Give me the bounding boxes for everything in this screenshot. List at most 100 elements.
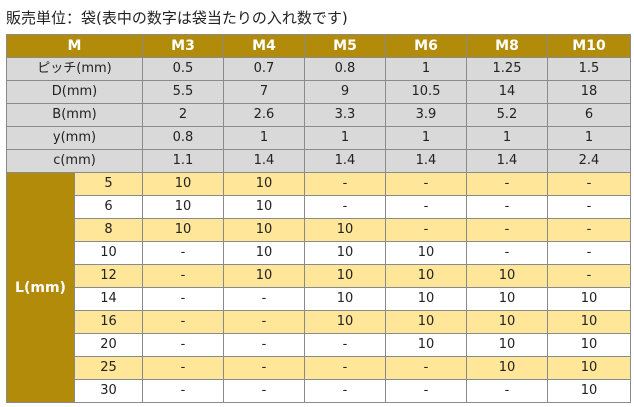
quantity-cell: 10 bbox=[304, 264, 386, 288]
length-value: 12 bbox=[74, 264, 143, 288]
property-value: 1.4 bbox=[466, 149, 548, 173]
quantity-cell: 10 bbox=[304, 287, 386, 311]
quantity-cell: 10 bbox=[547, 310, 631, 334]
length-header: L(mm) bbox=[6, 172, 75, 403]
property-value: 1 bbox=[223, 126, 305, 150]
quantity-cell: - bbox=[547, 195, 631, 219]
property-value: 1 bbox=[304, 126, 386, 150]
property-value: 0.5 bbox=[142, 57, 224, 81]
property-value: 6 bbox=[547, 103, 631, 127]
header-size: M10 bbox=[547, 34, 631, 58]
length-value: 14 bbox=[74, 287, 143, 311]
quantity-cell: - bbox=[547, 264, 631, 288]
quantity-cell: 10 bbox=[466, 356, 548, 380]
table-caption: 販売単位：袋(表中の数字は袋当たりの入れ数です) bbox=[6, 9, 348, 27]
property-label: c(mm) bbox=[6, 149, 143, 173]
header-size: M3 bbox=[142, 34, 224, 58]
header-corner: M bbox=[6, 34, 143, 58]
header-size: M4 bbox=[223, 34, 305, 58]
property-value: 2.4 bbox=[547, 149, 631, 173]
property-row: D(mm) 5.5 7 9 10.5 14 18 bbox=[6, 80, 631, 104]
quantity-cell: - bbox=[385, 195, 467, 219]
property-value: 1 bbox=[547, 126, 631, 150]
quantity-cell: 10 bbox=[385, 310, 467, 334]
property-value: 1.25 bbox=[466, 57, 548, 81]
quantity-cell: - bbox=[466, 218, 548, 242]
quantity-cell: - bbox=[385, 356, 467, 380]
property-row: y(mm) 0.8 1 1 1 1 1 bbox=[6, 126, 631, 150]
property-label: B(mm) bbox=[6, 103, 143, 127]
property-row: c(mm) 1.1 1.4 1.4 1.4 1.4 2.4 bbox=[6, 149, 631, 173]
property-value: 9 bbox=[304, 80, 386, 104]
property-value: 1 bbox=[385, 57, 467, 81]
property-value: 10.5 bbox=[385, 80, 467, 104]
length-value: 25 bbox=[74, 356, 143, 380]
quantity-cell: - bbox=[142, 356, 224, 380]
quantity-cell: - bbox=[385, 172, 467, 196]
property-value: 2 bbox=[142, 103, 224, 127]
length-row: 8 10 10 10- - - bbox=[7, 218, 631, 242]
property-value: 1.5 bbox=[547, 57, 631, 81]
quantity-cell: - bbox=[142, 241, 224, 265]
length-row: 14- -10 10 10 10 bbox=[7, 287, 631, 311]
length-row: 6 10 10- - - - bbox=[7, 195, 631, 219]
quantity-cell: - bbox=[223, 310, 305, 334]
quantity-cell: - bbox=[466, 195, 548, 219]
spec-table: M M3 M4 M5 M6 M8 M10 ピッチ(mm) 0.5 0.7 0.8 1 1.… bbox=[6, 34, 631, 403]
property-value: 7 bbox=[223, 80, 305, 104]
property-value: 18 bbox=[547, 80, 631, 104]
length-value: 5 bbox=[74, 172, 143, 196]
length-value: 10 bbox=[74, 241, 143, 265]
length-value: 6 bbox=[74, 195, 143, 219]
quantity-cell: 10 bbox=[385, 287, 467, 311]
property-label: ピッチ(mm) bbox=[6, 57, 143, 81]
quantity-cell: 10 bbox=[466, 287, 548, 311]
quantity-cell: - bbox=[142, 333, 224, 357]
quantity-cell: - bbox=[223, 356, 305, 380]
property-value: 5.2 bbox=[466, 103, 548, 127]
property-value: 1.4 bbox=[385, 149, 467, 173]
property-value: 3.3 bbox=[304, 103, 386, 127]
header-size: M6 bbox=[385, 34, 467, 58]
quantity-cell: - bbox=[547, 241, 631, 265]
property-value: 1 bbox=[466, 126, 548, 150]
quantity-cell: - bbox=[304, 195, 386, 219]
length-value: 8 bbox=[74, 218, 143, 242]
property-row: B(mm) 2 2.6 3.3 3.9 5.2 6 bbox=[6, 103, 631, 127]
quantity-cell: - bbox=[466, 379, 548, 403]
quantity-cell: 10 bbox=[547, 287, 631, 311]
quantity-cell: 10 bbox=[385, 333, 467, 357]
quantity-cell: 10 bbox=[547, 333, 631, 357]
quantity-cell: 10 bbox=[466, 264, 548, 288]
length-row: 12-10 10 10 10- bbox=[7, 264, 631, 288]
property-value: 1 bbox=[385, 126, 467, 150]
property-value: 1.4 bbox=[223, 149, 305, 173]
property-value: 0.7 bbox=[223, 57, 305, 81]
quantity-cell: - bbox=[547, 218, 631, 242]
quantity-cell: - bbox=[142, 379, 224, 403]
property-value: 1.1 bbox=[142, 149, 224, 173]
property-label: y(mm) bbox=[6, 126, 143, 150]
header-size: M5 bbox=[304, 34, 386, 58]
property-value: 14 bbox=[466, 80, 548, 104]
quantity-cell: 10 bbox=[223, 241, 305, 265]
length-row: 25- - - -10 10 bbox=[7, 356, 631, 380]
length-value: 20 bbox=[74, 333, 143, 357]
quantity-cell: - bbox=[142, 264, 224, 288]
length-row: 20- - -10 10 10 bbox=[7, 333, 631, 357]
property-value: 3.9 bbox=[385, 103, 467, 127]
quantity-cell: 10 bbox=[385, 264, 467, 288]
length-row: L(mm) 5 10 10- - - - bbox=[6, 172, 631, 403]
property-value: 1.4 bbox=[304, 149, 386, 173]
length-value: 16 bbox=[74, 310, 143, 334]
quantity-cell: 10 bbox=[142, 195, 224, 219]
property-value: 2.6 bbox=[223, 103, 305, 127]
quantity-cell: - bbox=[466, 241, 548, 265]
quantity-cell: 10 bbox=[223, 195, 305, 219]
length-row: 30- - - - -10 bbox=[7, 379, 631, 403]
quantity-cell: - bbox=[142, 310, 224, 334]
quantity-cell: - bbox=[223, 333, 305, 357]
length-value: 30 bbox=[74, 379, 143, 403]
quantity-cell: - bbox=[304, 172, 386, 196]
quantity-cell: 10 bbox=[547, 379, 631, 403]
